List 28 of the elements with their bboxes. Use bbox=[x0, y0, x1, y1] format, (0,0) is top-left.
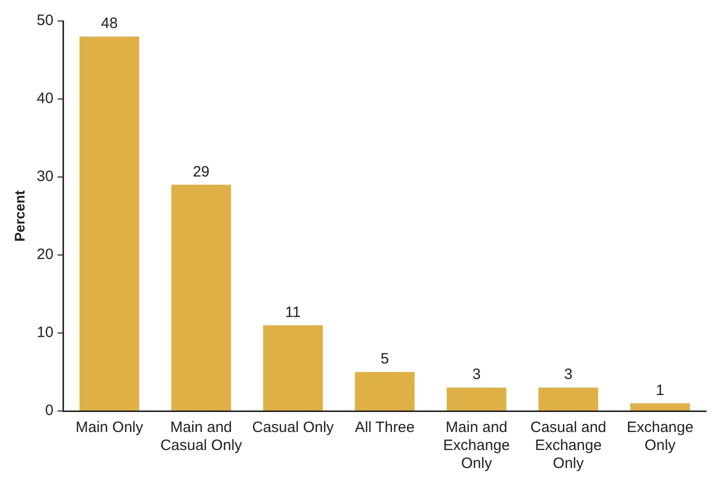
x-tick-label: All Three bbox=[354, 419, 415, 436]
y-tick-label: 0 bbox=[45, 402, 54, 420]
bar bbox=[354, 372, 415, 410]
data-label: 3 bbox=[564, 366, 572, 384]
y-tick-label: 10 bbox=[36, 324, 54, 342]
bar bbox=[171, 184, 231, 410]
bar bbox=[446, 388, 506, 410]
y-tick-label: 30 bbox=[36, 168, 54, 186]
bar bbox=[263, 325, 323, 410]
x-tick-label: Main and Exchange Only bbox=[443, 419, 510, 472]
bar bbox=[80, 36, 140, 410]
y-tick-label: 50 bbox=[36, 12, 54, 30]
bar bbox=[538, 388, 598, 410]
data-label: 48 bbox=[101, 15, 118, 32]
data-label: 11 bbox=[285, 304, 301, 321]
data-label: 1 bbox=[656, 382, 664, 399]
x-tick-label: Main and Casual Only bbox=[160, 419, 243, 454]
x-tick-label: Main Only bbox=[76, 419, 144, 436]
y-tick-label: 20 bbox=[36, 246, 54, 264]
bar bbox=[630, 403, 690, 410]
data-label: 3 bbox=[472, 366, 481, 384]
y-axis-title: Percent bbox=[11, 190, 28, 242]
x-tick-label: Exchange Only bbox=[626, 419, 694, 454]
x-tick-label: Casual Only bbox=[252, 419, 334, 436]
data-label: 29 bbox=[192, 163, 210, 180]
data-label: 5 bbox=[380, 350, 389, 368]
x-tick-label: Casual and Exchange Only bbox=[530, 419, 606, 472]
y-tick-label: 40 bbox=[36, 90, 54, 108]
